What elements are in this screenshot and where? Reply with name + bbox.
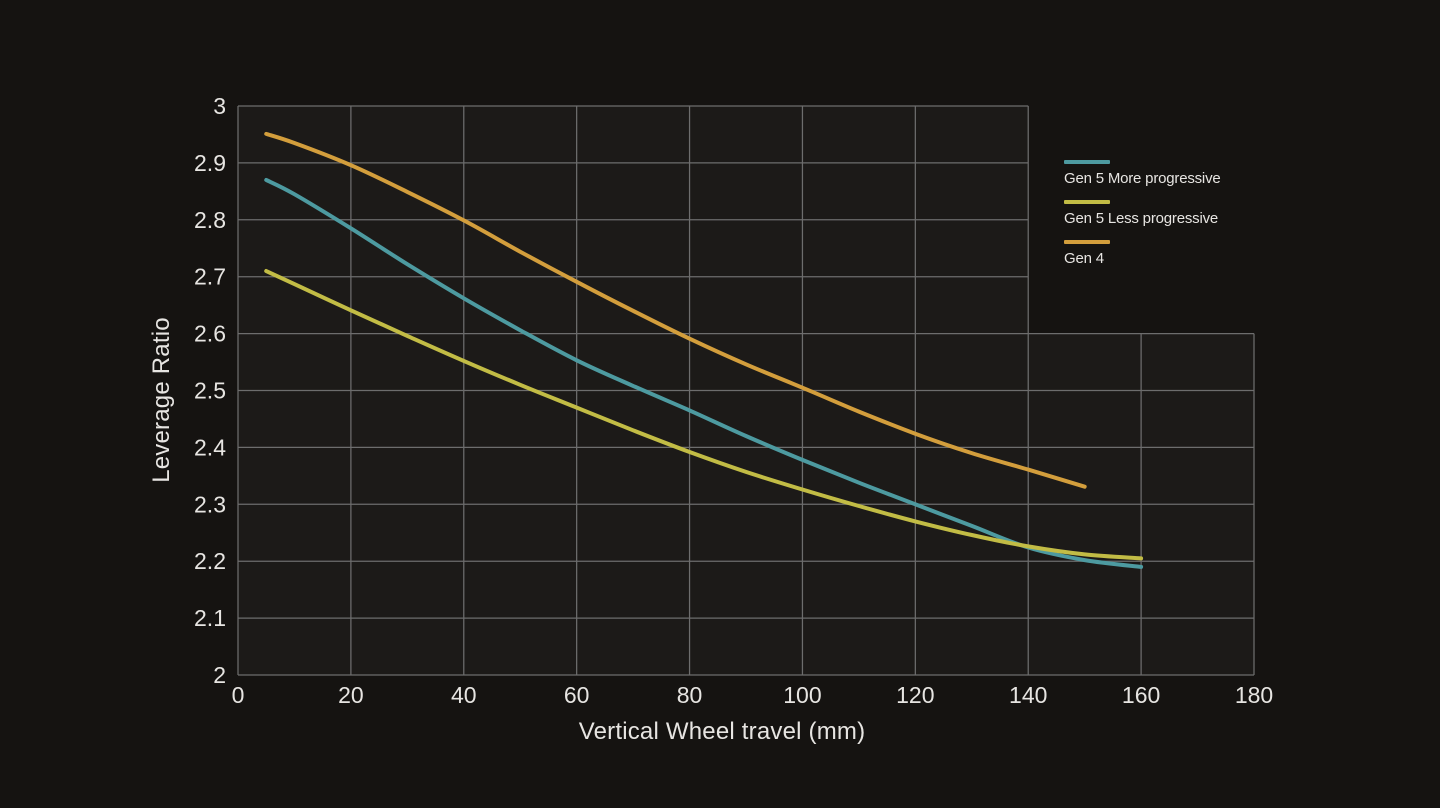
legend-item: Gen 4 <box>1064 240 1221 267</box>
y-tick-label: 2.4 <box>194 434 226 460</box>
legend-swatch-icon <box>1064 240 1110 244</box>
y-tick-label: 2.7 <box>194 264 226 290</box>
x-tick-label: 100 <box>783 682 821 708</box>
y-tick-label: 2.9 <box>194 150 226 176</box>
y-tick-label: 2.3 <box>194 491 226 517</box>
x-tick-label: 80 <box>677 682 703 708</box>
y-tick-label: 2.6 <box>194 321 226 347</box>
legend-label: Gen 4 <box>1064 250 1104 267</box>
series-line-gen-5-more-progressive <box>264 177 1144 569</box>
legend-label: Gen 5 More progressive <box>1064 170 1221 187</box>
y-tick-label: 2.2 <box>194 548 226 574</box>
x-tick-label: 20 <box>338 682 364 708</box>
legend-label: Gen 5 Less progressive <box>1064 210 1219 227</box>
x-tick-label: 40 <box>451 682 477 708</box>
y-tick-label: 3 <box>213 93 226 119</box>
x-tick-label: 120 <box>896 682 934 708</box>
x-axis-title: Vertical Wheel travel (mm) <box>578 718 866 745</box>
legend-swatch-icon <box>1064 160 1110 164</box>
series-line-gen-4 <box>264 131 1087 489</box>
legend-item: Gen 5 Less progressive <box>1064 200 1221 227</box>
series-line-gen-5-less-progressive <box>264 269 1144 561</box>
y-tick-label: 2.8 <box>194 207 226 233</box>
x-tick-label: 180 <box>1235 682 1273 708</box>
y-axis-title: Leverage Ratio <box>148 317 175 483</box>
x-tick-label: 160 <box>1122 682 1160 708</box>
legend: Gen 5 More progressive Gen 5 Less progres… <box>1064 160 1221 280</box>
y-tick-label: 2.5 <box>194 378 226 404</box>
x-tick-label: 60 <box>564 682 590 708</box>
x-tick-label: 140 <box>1009 682 1047 708</box>
x-tick-label: 0 <box>232 682 245 708</box>
legend-item: Gen 5 More progressive <box>1064 160 1221 187</box>
legend-swatch-icon <box>1064 200 1110 204</box>
y-tick-label: 2 <box>213 662 226 688</box>
y-tick-label: 2.1 <box>194 605 226 631</box>
